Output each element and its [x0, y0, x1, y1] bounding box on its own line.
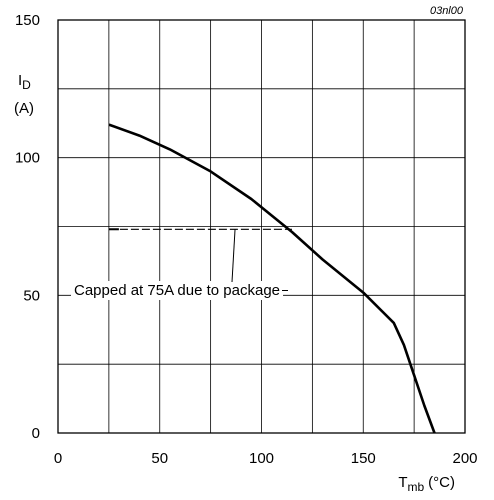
y-axis-label: ID	[18, 72, 31, 92]
x-axis-label: Tmb (°C)	[398, 474, 455, 494]
x-tick-label: 150	[351, 450, 376, 467]
x-tick-label: 100	[249, 450, 274, 467]
y-tick-label: 150	[15, 12, 40, 29]
x-tick-label: 0	[54, 450, 62, 467]
annotation-leader-line	[231, 229, 236, 283]
y-axis-unit: (A)	[14, 100, 34, 117]
annotation-label: Capped at 75A due to package	[74, 282, 280, 299]
plot-frame	[57, 19, 466, 434]
x-axis-subscript: mb	[408, 480, 425, 494]
figure-code: 03nl00	[430, 5, 464, 17]
y-tick-labels: 0 50 100 150	[15, 12, 40, 442]
x-axis-symbol: T	[398, 474, 407, 491]
y-tick-label: 0	[32, 425, 40, 442]
series-line-solid	[108, 123, 436, 434]
y-axis-subscript: D	[22, 78, 31, 92]
y-tick-label: 50	[23, 287, 40, 304]
x-tick-label: 50	[151, 450, 168, 467]
grid	[58, 20, 465, 433]
series-group	[108, 123, 436, 434]
y-tick-label: 100	[15, 150, 40, 167]
y-axis-symbol: I	[18, 72, 22, 89]
x-tick-labels: 0 50 100 150 200	[54, 450, 478, 467]
annotation-background	[71, 281, 284, 300]
x-axis-unit: (°C)	[428, 474, 455, 491]
x-tick-label: 200	[452, 450, 477, 467]
